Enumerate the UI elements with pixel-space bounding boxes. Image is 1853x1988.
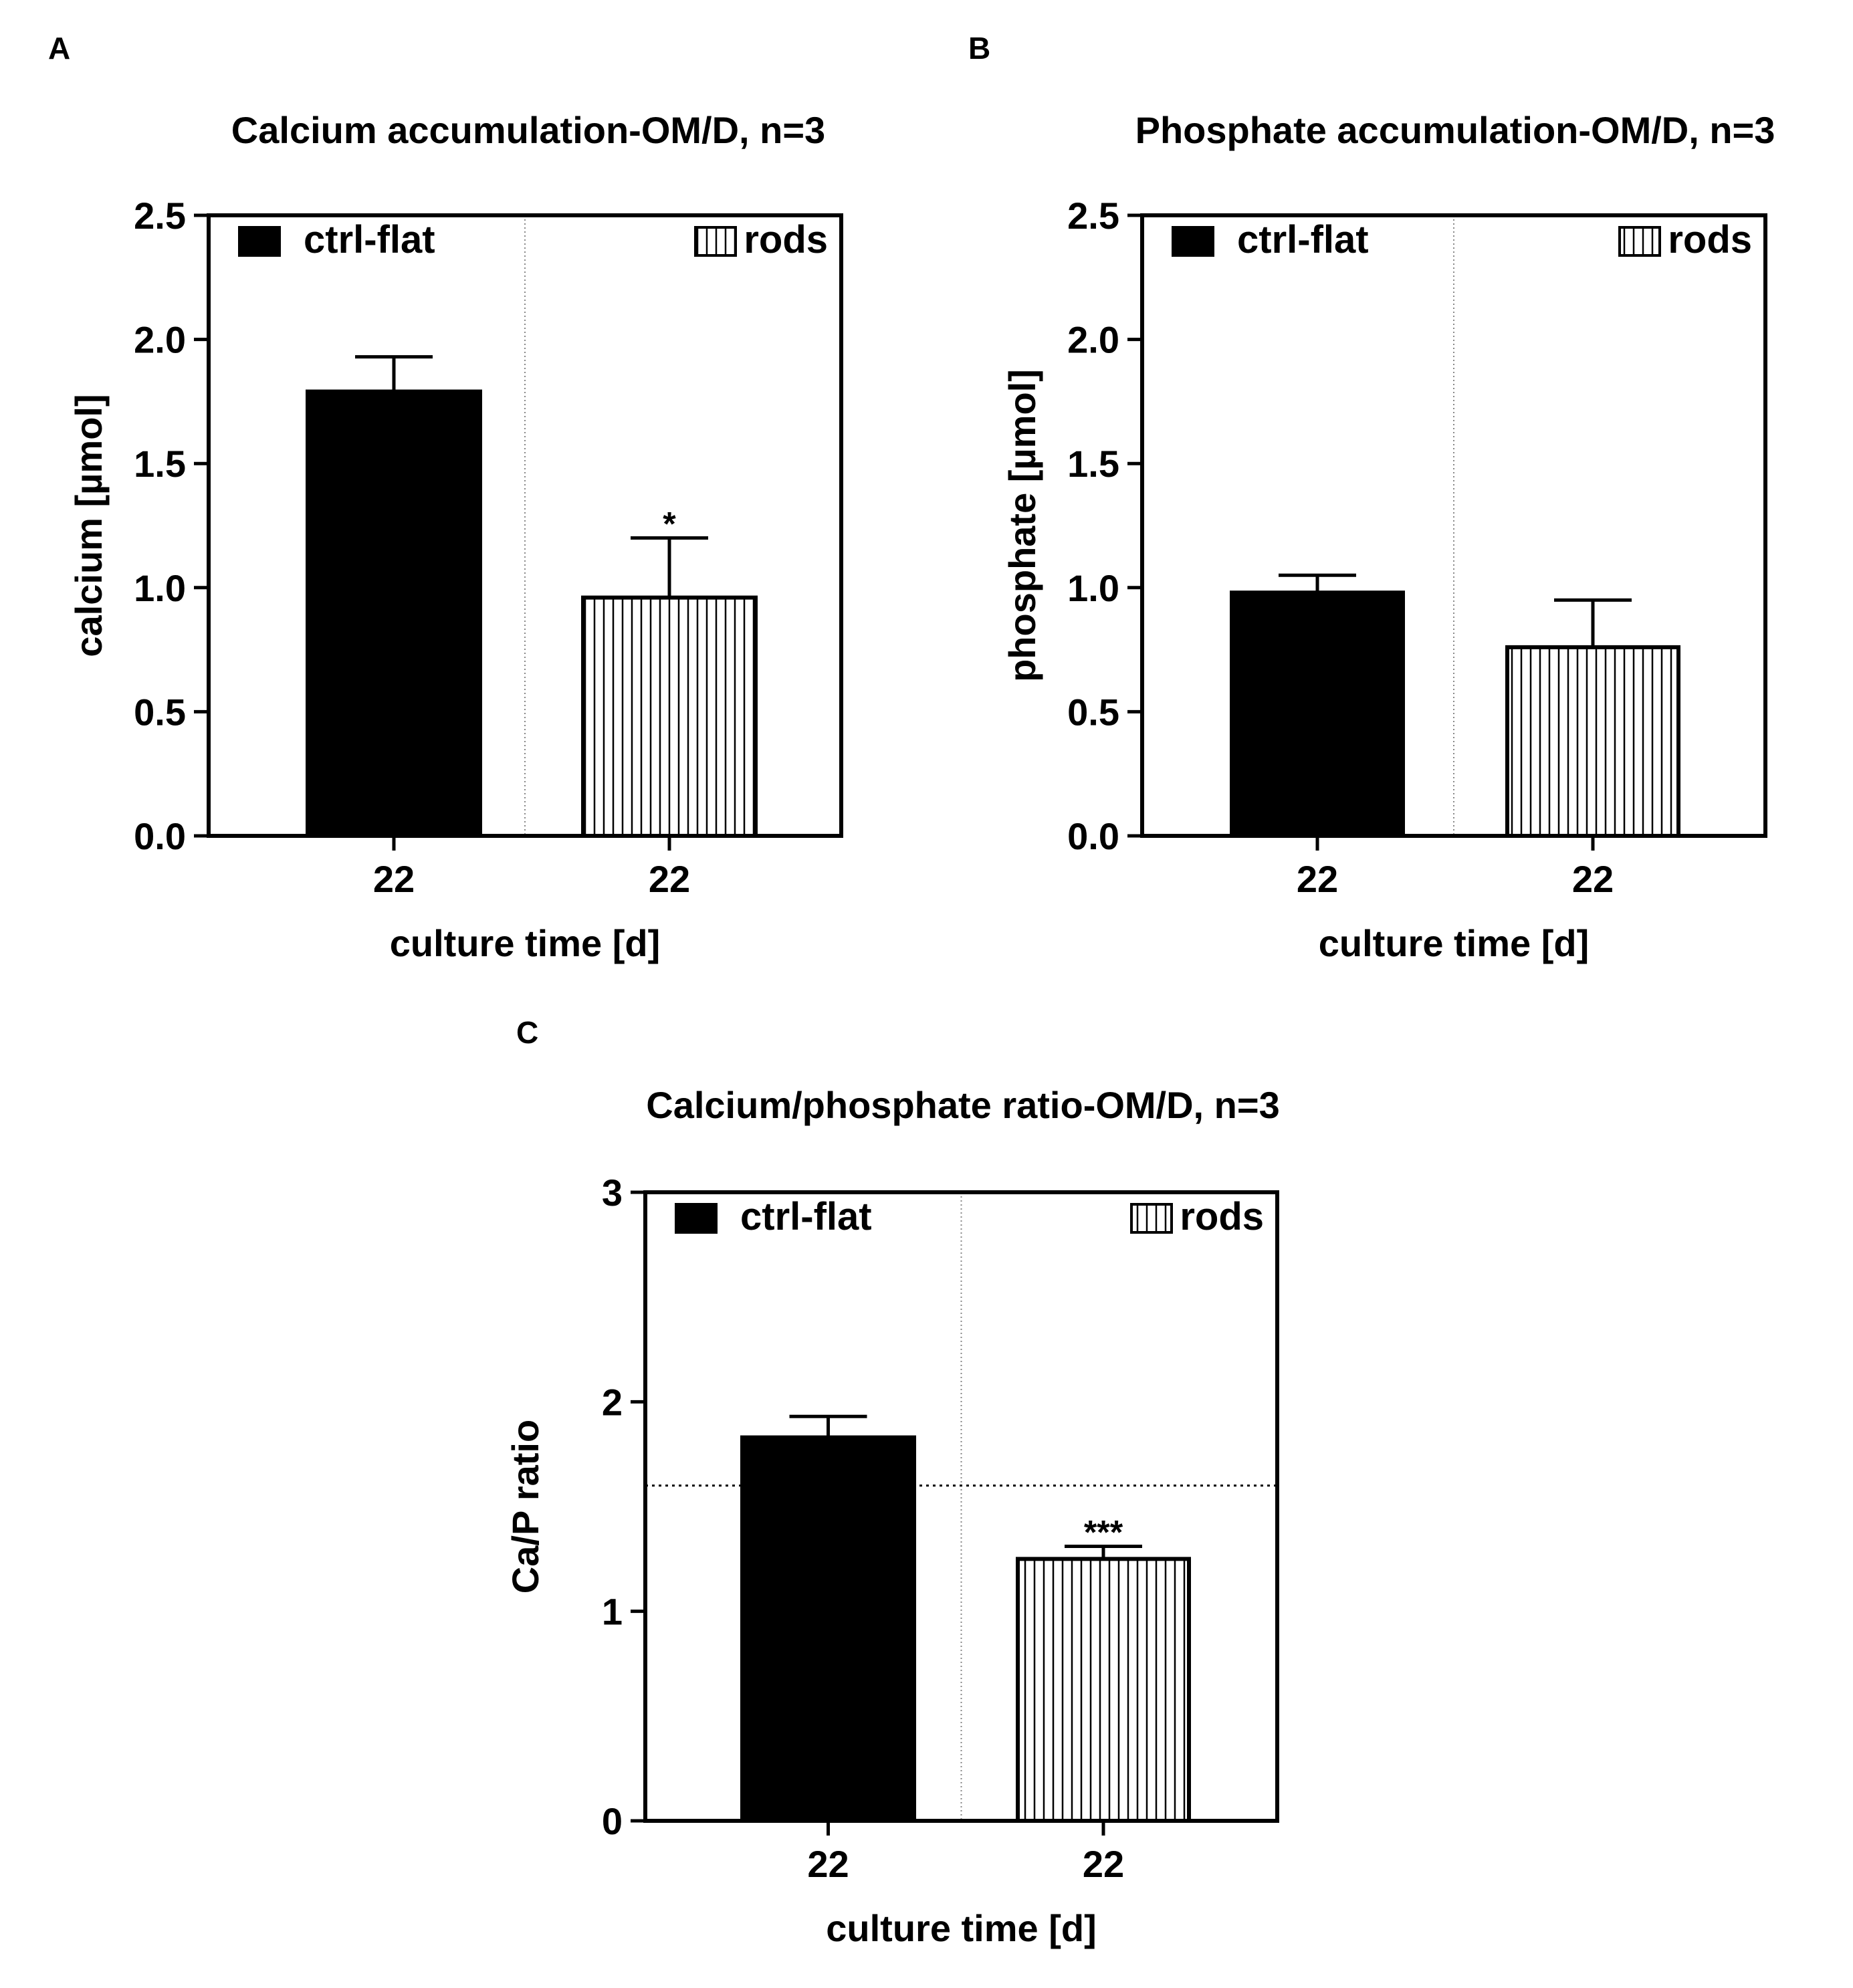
x-tick-label: 22 (649, 858, 690, 900)
y-tick-label: 1.5 (1067, 443, 1119, 485)
y-tick-label: 2.5 (134, 195, 186, 237)
panel-letter: A (48, 31, 70, 66)
y-tick-label: 0.0 (134, 815, 186, 857)
legend-swatch-ctrl-flat (238, 226, 281, 257)
x-tick-label: 22 (1083, 1843, 1124, 1885)
chart-panel-b: B Phosphate accumulation-OM/D, n=3 0.0 0.5 1… (968, 31, 1775, 964)
x-tick-label: 22 (373, 858, 415, 900)
y-tick-label: 0.5 (134, 691, 186, 733)
panel-letter: C (516, 1015, 538, 1050)
chart-panel-a: A Calcium accumulation-OM/D, n=3 0.0 0.5 1.0… (48, 31, 843, 964)
x-axis-label: culture time [d] (390, 922, 660, 964)
y-tick-label: 1.0 (1067, 567, 1119, 609)
legend-label-ctrl-flat: ctrl-flat (304, 218, 435, 261)
y-tick-label: 0.0 (1067, 815, 1119, 857)
y-tick-label: 2.5 (1067, 195, 1119, 237)
chart-title: Phosphate accumulation-OM/D, n=3 (1135, 109, 1775, 151)
chart-title: Calcium accumulation-OM/D, n=3 (231, 109, 825, 151)
panel-letter: B (968, 31, 990, 66)
y-tick-label: 2 (602, 1381, 623, 1423)
y-axis-label: Ca/P ratio (504, 1420, 546, 1593)
chart-panel-c: C Calcium/phosphate ratio-OM/D, n=3 0 1 2 3 22… (504, 1015, 1280, 1949)
bar-rods (581, 595, 758, 838)
y-axis-label: phosphate [µmol] (1001, 369, 1043, 682)
y-tick-label: 1.0 (134, 567, 186, 609)
y-tick-label: 0 (602, 1800, 623, 1842)
legend-swatch-rods (694, 226, 737, 257)
y-tick-label: 0.5 (1067, 691, 1119, 733)
bar-ctrl-flat (740, 1435, 916, 1824)
legend-label-rods: rods (744, 218, 828, 261)
plot-frame (207, 213, 843, 838)
x-axis-label: culture time [d] (826, 1907, 1096, 1949)
x-tick-label: 22 (1572, 858, 1614, 900)
x-axis-label: culture time [d] (1319, 922, 1589, 964)
significance-marker: *** (1084, 1514, 1123, 1551)
y-tick-label: 2.0 (1067, 319, 1119, 361)
plot-frame (1140, 213, 1767, 838)
x-tick-label: 22 (1297, 858, 1338, 900)
y-tick-label: 3 (602, 1172, 623, 1214)
plot-frame (643, 1190, 1279, 1823)
chart-title: Calcium/phosphate ratio-OM/D, n=3 (646, 1084, 1279, 1126)
legend-label-ctrl-flat: ctrl-flat (1237, 218, 1369, 261)
bar-ctrl-flat (1230, 590, 1405, 838)
legend-swatch-rods (1130, 1203, 1173, 1234)
x-tick-label: 22 (807, 1843, 849, 1885)
legend-label-rods: rods (1180, 1195, 1264, 1238)
legend-swatch-ctrl-flat (1172, 226, 1214, 257)
legend-label-ctrl-flat: ctrl-flat (740, 1195, 872, 1238)
legend-swatch-ctrl-flat (675, 1203, 718, 1234)
significance-marker: * (663, 506, 676, 543)
bar-rods (1505, 645, 1680, 838)
y-tick-label: 1.5 (134, 443, 186, 485)
bar-ctrl-flat (306, 389, 482, 838)
y-tick-label: 2.0 (134, 319, 186, 361)
bar-rods (1016, 1557, 1191, 1823)
y-axis-label: calcium [µmol] (68, 394, 110, 657)
legend-swatch-rods (1618, 226, 1661, 257)
y-tick-label: 1 (602, 1591, 623, 1633)
legend-label-rods: rods (1668, 218, 1752, 261)
